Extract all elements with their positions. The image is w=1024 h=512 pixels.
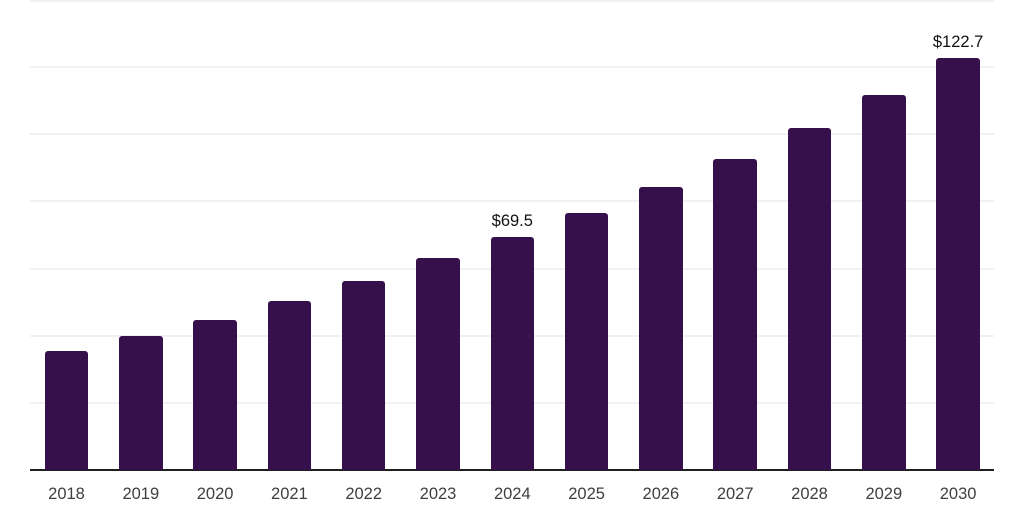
bar-2030 (936, 58, 980, 470)
x-tick-label-2021: 2021 (271, 485, 308, 503)
gridline (30, 200, 994, 203)
bar-2029 (862, 95, 906, 470)
x-tick-label-2030: 2030 (939, 485, 977, 503)
x-tick-label-2025: 2025 (568, 485, 605, 503)
x-tick-label-2028: 2028 (791, 485, 828, 503)
bar-2028 (787, 128, 832, 470)
gridline (30, 133, 994, 136)
x-tick-label-2027: 2027 (716, 485, 754, 503)
x-tick-label-2020: 2020 (196, 485, 234, 503)
bar-2027 (713, 159, 757, 470)
bar-2021 (267, 300, 312, 470)
bar-value-label-2030: $122.7 (932, 33, 984, 52)
bar-2023 (416, 257, 460, 470)
x-tick-label-2022: 2022 (345, 485, 383, 503)
bar-2020 (193, 319, 237, 470)
x-tick-label-2024: 2024 (493, 485, 531, 503)
x-tick-label-2023: 2023 (419, 485, 457, 503)
bar-value-label-2024: $69.5 (491, 211, 533, 230)
bar-2019 (119, 336, 163, 470)
bar-2018 (44, 351, 89, 470)
x-tick-label-2029: 2029 (865, 485, 903, 503)
x-tick-label-2019: 2019 (122, 485, 160, 503)
x-tick-label-2026: 2026 (642, 485, 680, 503)
plot-area: $69.5 $122.7 (30, 0, 994, 471)
bar-2022 (341, 280, 386, 470)
bar-2026 (639, 186, 683, 470)
x-tick-label-2018: 2018 (48, 485, 85, 503)
gridline (30, 66, 994, 69)
bar-2024 (490, 236, 535, 470)
gridline (30, 0, 994, 2)
bar-2025 (564, 212, 609, 470)
